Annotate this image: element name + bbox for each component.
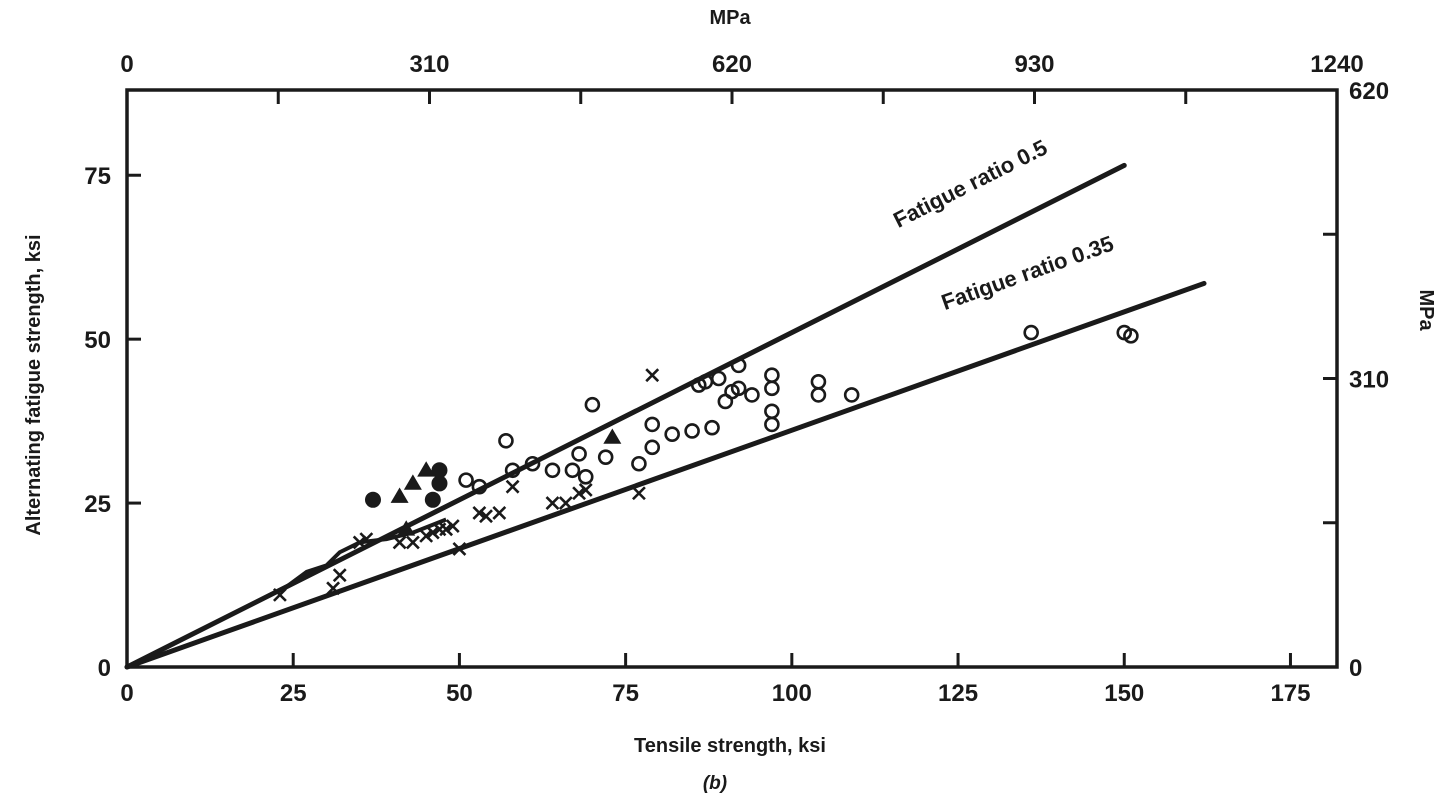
open-circle-point: [584, 396, 601, 413]
top-tick-label: 930: [1014, 51, 1054, 78]
right-axis-ticks: 0 310 620: [1323, 78, 1389, 682]
open-circle-point: [744, 387, 760, 403]
cross-point: [492, 505, 507, 520]
y-tick-label: 75: [84, 163, 111, 190]
open-circle-point: [1023, 324, 1039, 341]
cross-point: [392, 535, 407, 550]
right-axis-title: MPa: [1415, 289, 1435, 331]
cross-point: [332, 568, 347, 583]
open-circle-point: [544, 462, 561, 479]
open-circle-point: [764, 403, 780, 420]
cross-point: [558, 496, 573, 510]
y-axis-ticks: 0 25 50 75: [84, 163, 141, 682]
cross-point: [632, 486, 646, 501]
open-circle-point: [524, 455, 541, 472]
open-circle-point: [564, 462, 581, 479]
cross-point: [439, 522, 454, 537]
cross-point: [545, 496, 560, 510]
y-tick-label: 0: [98, 655, 111, 682]
figure-caption: (b): [703, 773, 727, 794]
cross-point: [645, 368, 660, 383]
open-circle-point: [730, 357, 747, 374]
open-circle-point: [810, 387, 827, 403]
open-circle-point: [764, 416, 780, 433]
open-circle-point: [458, 472, 474, 488]
open-circle-point: [684, 423, 700, 439]
cross-point: [578, 483, 593, 497]
open-circle-point: [571, 446, 587, 462]
cross-point: [359, 532, 374, 547]
open-circle-point: [504, 462, 521, 479]
x-tick-label: 125: [938, 680, 978, 707]
cross-point: [326, 581, 341, 596]
open-circle-point: [730, 380, 747, 397]
triangle-point: [603, 428, 622, 444]
filled-circle-point: [424, 491, 441, 508]
plot-frame: [125, 88, 1339, 669]
open-circle-point: [664, 426, 680, 443]
x-tick-label: 100: [772, 680, 812, 707]
open-circle-point: [1123, 328, 1139, 344]
cross-point: [272, 587, 287, 602]
cross-point: [505, 479, 520, 494]
filled-circle-point: [431, 475, 448, 492]
triangle-point: [417, 461, 436, 477]
triangle-point: [390, 487, 409, 503]
open-circle-point: [644, 416, 661, 433]
open-circle-point: [810, 373, 827, 390]
top-axis-title: MPa: [709, 7, 751, 29]
right-tick-label: 620: [1349, 78, 1389, 105]
y-tick-label: 50: [84, 327, 111, 354]
right-tick-label: 310: [1349, 367, 1389, 394]
open-circle-point: [471, 478, 488, 495]
fatigue-ratio-line: [124, 280, 1207, 670]
cross-point: [472, 505, 487, 520]
cross-point: [419, 528, 434, 543]
filled-circle-point: [364, 491, 381, 508]
open-circle-point: [764, 367, 780, 384]
x-axis-title: Tensile strength, ksi: [634, 735, 826, 757]
cross-point: [479, 509, 493, 524]
filled-circle-point: [431, 462, 448, 479]
x-tick-label: 150: [1104, 680, 1144, 707]
x-tick-label: 0: [120, 680, 133, 707]
cross-point: [352, 535, 367, 550]
x-tick-label: 75: [612, 680, 639, 707]
x-tick-label: 175: [1270, 680, 1310, 707]
open-circle-point: [843, 387, 860, 403]
y-tick-label: 25: [84, 491, 111, 518]
open-circle-point: [498, 432, 514, 449]
open-circle-point: [764, 380, 780, 397]
triangle-point: [403, 474, 422, 490]
open-circle-point: [710, 370, 727, 387]
right-tick-label: 0: [1349, 655, 1362, 682]
open-circle-point: [631, 455, 647, 472]
open-circle-point: [644, 439, 661, 456]
cross-point: [452, 542, 467, 556]
cross-point: [405, 535, 420, 550]
open-circle-point: [597, 449, 614, 465]
x-axis-ticks: 0 25 50 75 100 125 150 175: [120, 653, 1310, 707]
top-tick-label: 1240: [1310, 51, 1363, 78]
top-tick-label: 310: [409, 51, 449, 78]
open-circle-point: [577, 469, 594, 485]
fatigue-ratio-label: Fatigue ratio 0.5: [889, 135, 1051, 233]
top-tick-label: 620: [712, 51, 752, 78]
plot-border: [125, 88, 1339, 669]
top-tick-label: 0: [120, 51, 133, 78]
triangle-point: [397, 520, 416, 536]
x-tick-label: 25: [280, 680, 307, 707]
data-points: [272, 324, 1139, 602]
top-axis-ticks: 0 310 620 930 1240: [120, 51, 1364, 104]
y-axis-title: Alternating fatigue strength, ksi: [23, 234, 45, 535]
x-tick-label: 50: [446, 680, 473, 707]
cross-point: [445, 519, 460, 533]
open-circle-point: [704, 419, 720, 436]
cross-point: [425, 525, 440, 540]
cross-point: [572, 486, 587, 501]
